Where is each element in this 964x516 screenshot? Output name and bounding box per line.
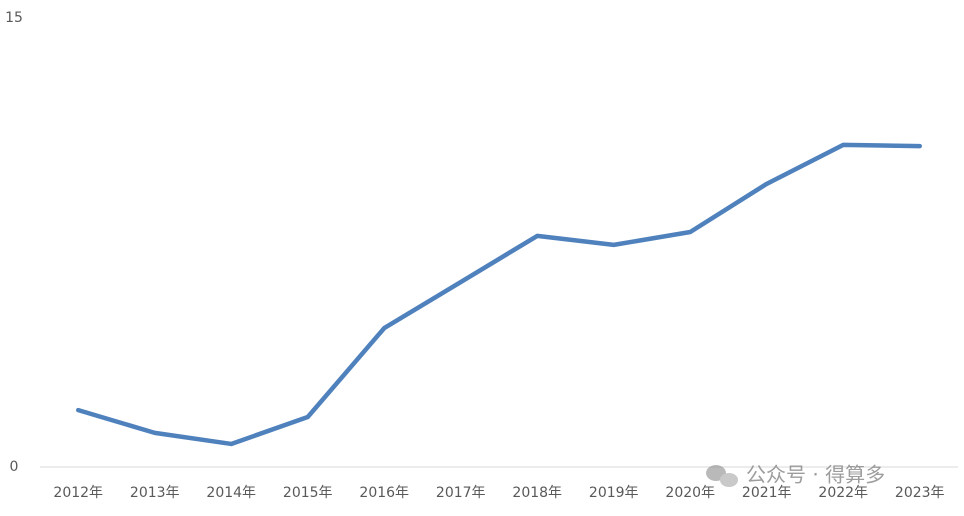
- x-tick-label: 2021年: [742, 485, 792, 501]
- x-tick-label: 2012年: [53, 485, 103, 501]
- watermark: 公众号 · 得算多: [746, 463, 885, 487]
- x-tick-label: 2019年: [589, 485, 639, 501]
- x-tick-label: 2023年: [895, 485, 945, 501]
- x-tick-label: 2017年: [436, 485, 486, 501]
- x-tick-label: 2015年: [283, 485, 333, 501]
- x-tick-label: 2020年: [665, 485, 715, 501]
- line: [76, 142, 922, 447]
- x-tick-label: 2018年: [512, 485, 562, 501]
- watermark-icon: [706, 465, 738, 487]
- y-tick-label: 15: [5, 10, 23, 26]
- x-tick-label: 2013年: [130, 485, 180, 501]
- y-tick-label: 0: [10, 459, 19, 475]
- x-tick-label: 2014年: [206, 485, 256, 501]
- x-tick-label: 2022年: [818, 485, 868, 501]
- x-tick-label: 2016年: [359, 485, 409, 501]
